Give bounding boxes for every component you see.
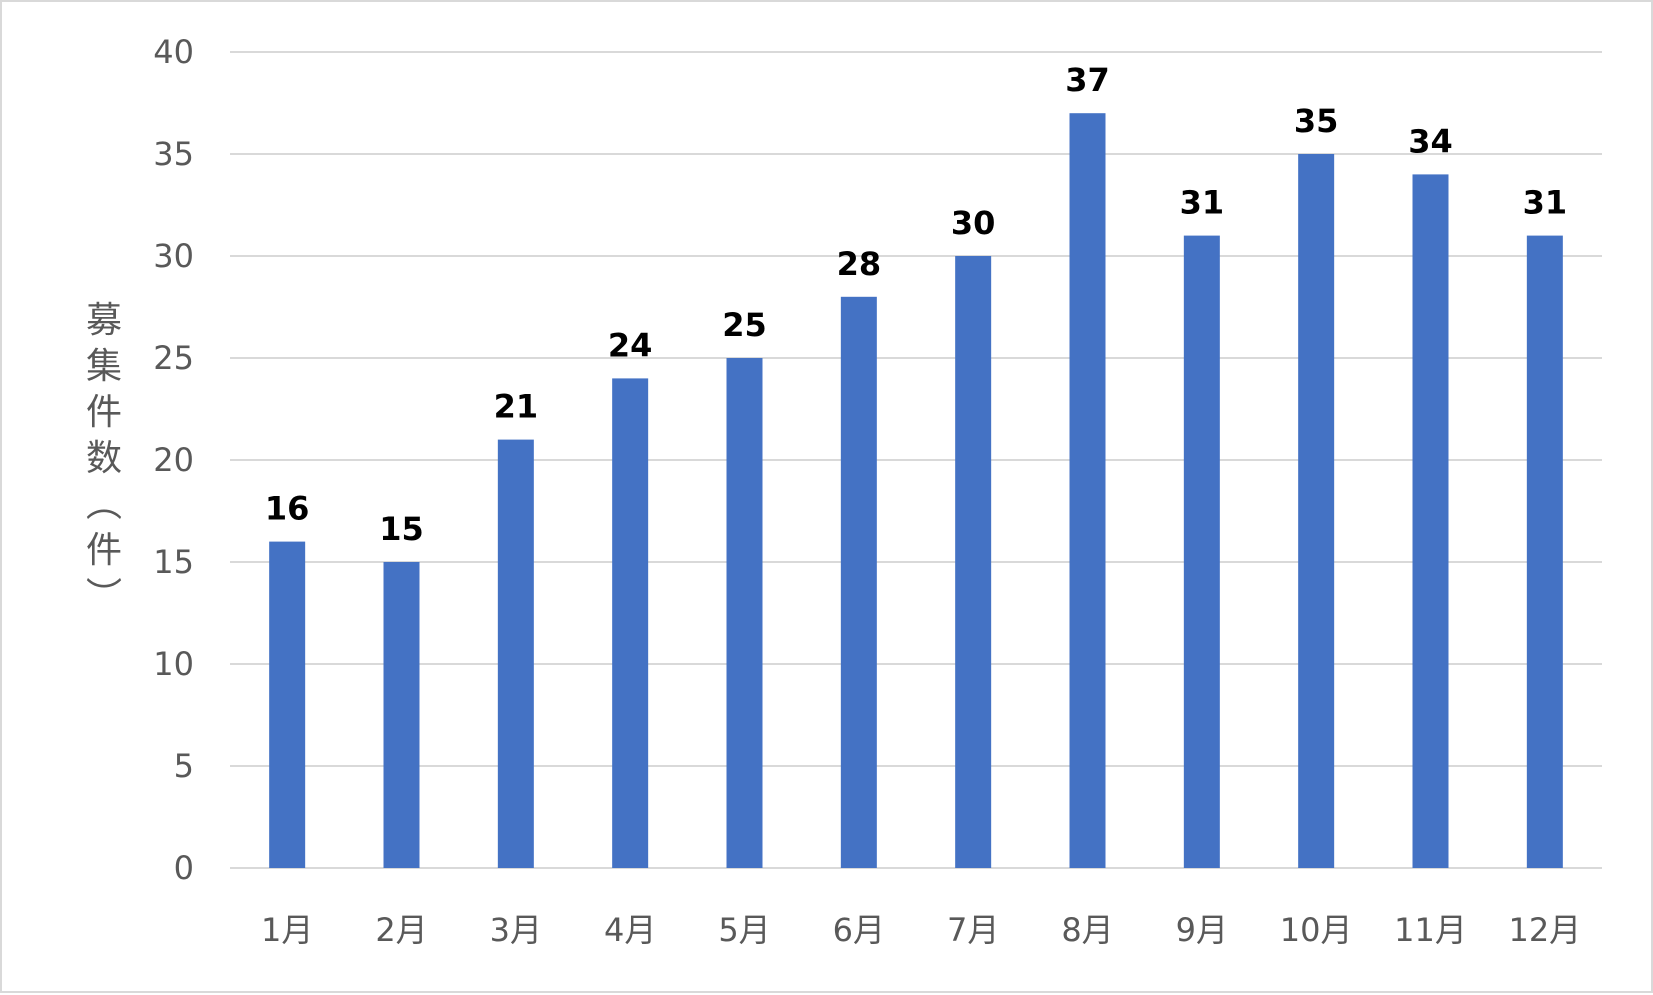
data-label: 34 [1408,122,1453,160]
x-tick-label: 1月 [261,911,313,949]
y-tick-label: 35 [153,135,194,173]
y-tick-label: 25 [153,339,194,377]
data-label: 16 [265,490,310,528]
x-tick-label: 11月 [1394,911,1467,949]
y-axis-title-char: ︶ [86,576,122,617]
x-tick-label: 2月 [375,911,427,949]
x-tick-label: 4月 [604,911,656,949]
x-tick-label: 8月 [1061,911,1113,949]
bar [1183,235,1220,869]
x-axis-ticks: 1月 2月 3月 4月 5月 6月 7月 8月 9月 10月 11月 12月 [261,911,1581,949]
gridlines [230,51,1602,869]
data-label: 15 [379,510,424,548]
bar [955,256,992,868]
bar [1412,174,1449,868]
x-tick-label: 10月 [1280,911,1353,949]
y-tick-label: 5 [174,747,194,785]
data-label: 30 [951,204,996,242]
y-axis-title-char: 件 [86,392,122,433]
bars [269,113,1563,869]
data-label: 35 [1294,102,1339,140]
y-tick-label: 10 [153,645,194,683]
y-axis-title-char: 募 [86,300,122,341]
bar [269,541,306,868]
y-axis-ticks: 0 5 10 15 20 25 30 35 40 [153,33,194,887]
bar [497,439,534,868]
x-tick-label: 12月 [1508,911,1581,949]
y-tick-label: 15 [153,543,194,581]
data-label: 31 [1180,184,1225,222]
data-label: 21 [494,388,539,426]
bar [1298,154,1335,868]
x-tick-label: 7月 [947,911,999,949]
y-tick-label: 40 [153,33,194,71]
bar [840,296,877,868]
bar [1526,235,1563,869]
data-label: 37 [1065,61,1110,99]
y-axis-title: 募集件数︵件︶ [86,300,122,617]
y-axis-title-char: 数 [86,438,122,479]
bar [383,562,420,868]
bar [1069,113,1106,868]
y-tick-label: 30 [153,237,194,275]
bar [612,378,649,868]
data-labels: 16 15 21 24 25 28 30 37 31 35 34 31 [265,61,1567,548]
bar [726,358,763,868]
y-axis-title-char: ︵ [86,484,122,525]
data-label: 25 [722,306,767,344]
x-tick-label: 3月 [490,911,542,949]
y-axis-title-char: 件 [86,530,122,571]
y-tick-label: 20 [153,441,194,479]
data-label: 28 [837,245,882,283]
x-tick-label: 9月 [1176,911,1228,949]
data-label: 31 [1523,184,1568,222]
y-tick-label: 0 [174,849,194,887]
data-label: 24 [608,326,653,364]
x-tick-label: 6月 [833,911,885,949]
x-tick-label: 5月 [718,911,770,949]
y-axis-title-char: 集 [86,346,122,387]
